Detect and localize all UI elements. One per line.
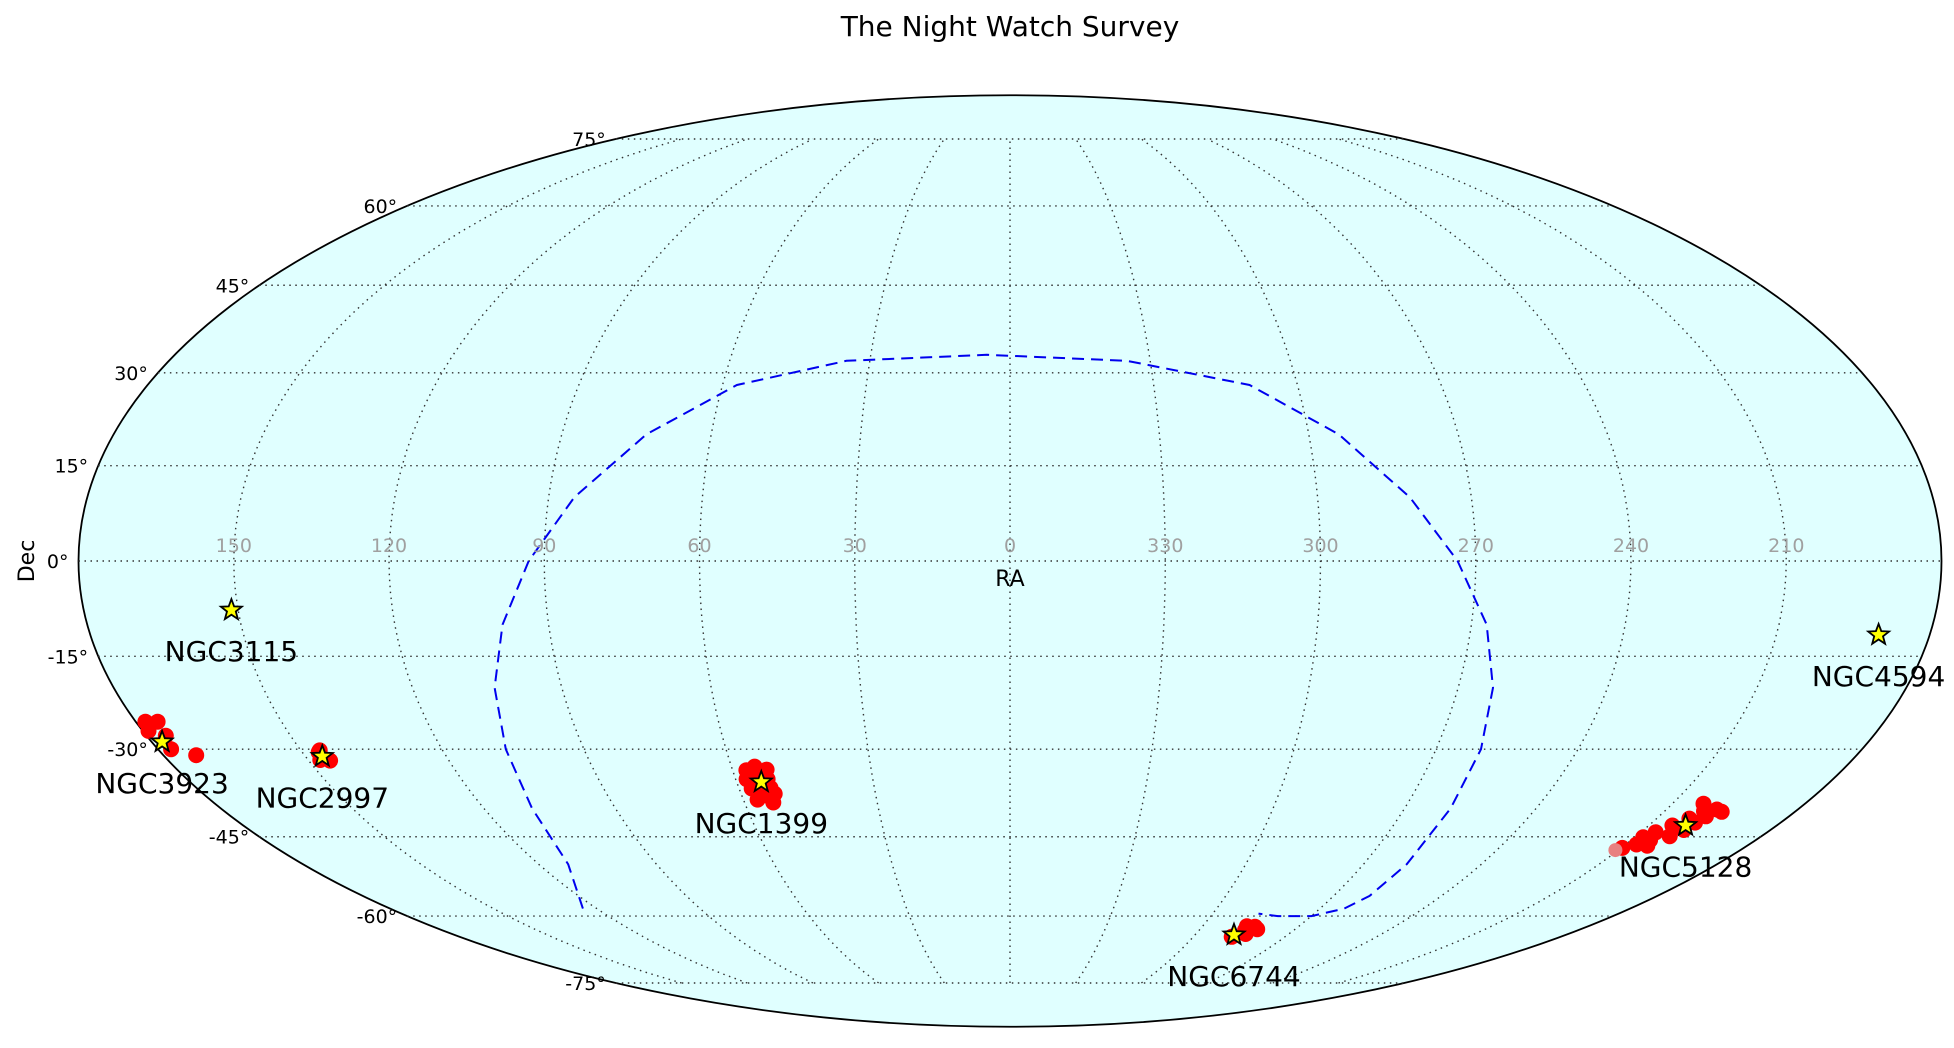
target-star-ngc3115: [218, 596, 245, 622]
field-point: [1661, 828, 1678, 845]
field-point-faint: [1608, 843, 1623, 858]
target-label: NGC2997: [256, 781, 389, 814]
chart-title: The Night Watch Survey: [840, 10, 1180, 43]
field-point: [188, 747, 205, 764]
dec-tick-label: 60°: [364, 196, 398, 218]
target-label: NGC1399: [695, 807, 828, 840]
ra-tick-label: 270: [1458, 535, 1494, 557]
target-label: NGC5128: [1619, 851, 1752, 884]
target-star-ngc4594: [1865, 621, 1892, 646]
ra-tick-label: 30: [843, 535, 867, 557]
x-axis-label: RA: [995, 567, 1024, 592]
ra-tick-label: 300: [1302, 535, 1338, 557]
ra-tick-label: 150: [216, 535, 252, 557]
field-point: [1639, 837, 1656, 854]
field-point: [140, 722, 157, 739]
target-label: NGC6744: [1167, 960, 1300, 993]
field-point: [765, 794, 782, 811]
dec-tick-label: 15°: [55, 456, 89, 478]
field-point: [749, 791, 766, 808]
meridian-line: [388, 138, 748, 984]
galactic-plane-group: [493, 353, 1495, 918]
ra-tick-label: 60: [687, 535, 711, 557]
galactic-plane-line: [493, 353, 1495, 918]
coordinate-grid: [78, 138, 1942, 984]
dec-tick-label: 45°: [216, 275, 250, 297]
dec-tick-label: -30°: [107, 739, 148, 761]
target-label: NGC4594: [1812, 660, 1945, 693]
y-axis-label: Dec: [15, 540, 40, 583]
dec-tick-label: -45°: [209, 827, 250, 849]
dec-tick-label: 75°: [572, 129, 606, 151]
ra-tick-label: 0: [1004, 535, 1016, 557]
target-star-ngc6744: [1221, 921, 1247, 946]
meridian-line: [1272, 138, 1632, 984]
ra-tick-label: 240: [1613, 535, 1649, 557]
meridian-line: [543, 138, 814, 984]
dec-tick-label: 0°: [47, 551, 69, 573]
ra-tick-label: 90: [532, 535, 556, 557]
target-label: NGC3923: [95, 767, 228, 800]
field-point: [1238, 918, 1255, 935]
meridian-line: [698, 138, 880, 984]
ra-tick-label: 210: [1768, 535, 1804, 557]
target-label: NGC3115: [165, 635, 298, 668]
dec-tick-label: -60°: [357, 906, 398, 928]
target-star-ngc1399: [748, 768, 775, 793]
data-marks: NGC3115 NGC3923 NGC2997 NGC1399 NGC6744 NGC51…: [95, 596, 1945, 993]
meridian-line: [1206, 138, 1477, 984]
meridian-line: [1140, 138, 1322, 984]
target-star-ngc5128: [1672, 811, 1699, 837]
target-star-ngc3923: [149, 728, 176, 753]
dec-tick-label: 30°: [114, 363, 148, 385]
dec-tick-label: -15°: [48, 646, 89, 668]
ra-tick-label: 120: [371, 535, 407, 557]
ra-tick-label: 330: [1147, 535, 1183, 557]
field-point: [1713, 803, 1730, 820]
target-star-ngc2997: [309, 742, 336, 768]
dec-tick-label: -75°: [565, 973, 606, 995]
tick-labels: 150 120 90 60 30 0 330 300 270 240 21075°60°45°30°…: [47, 129, 1805, 995]
